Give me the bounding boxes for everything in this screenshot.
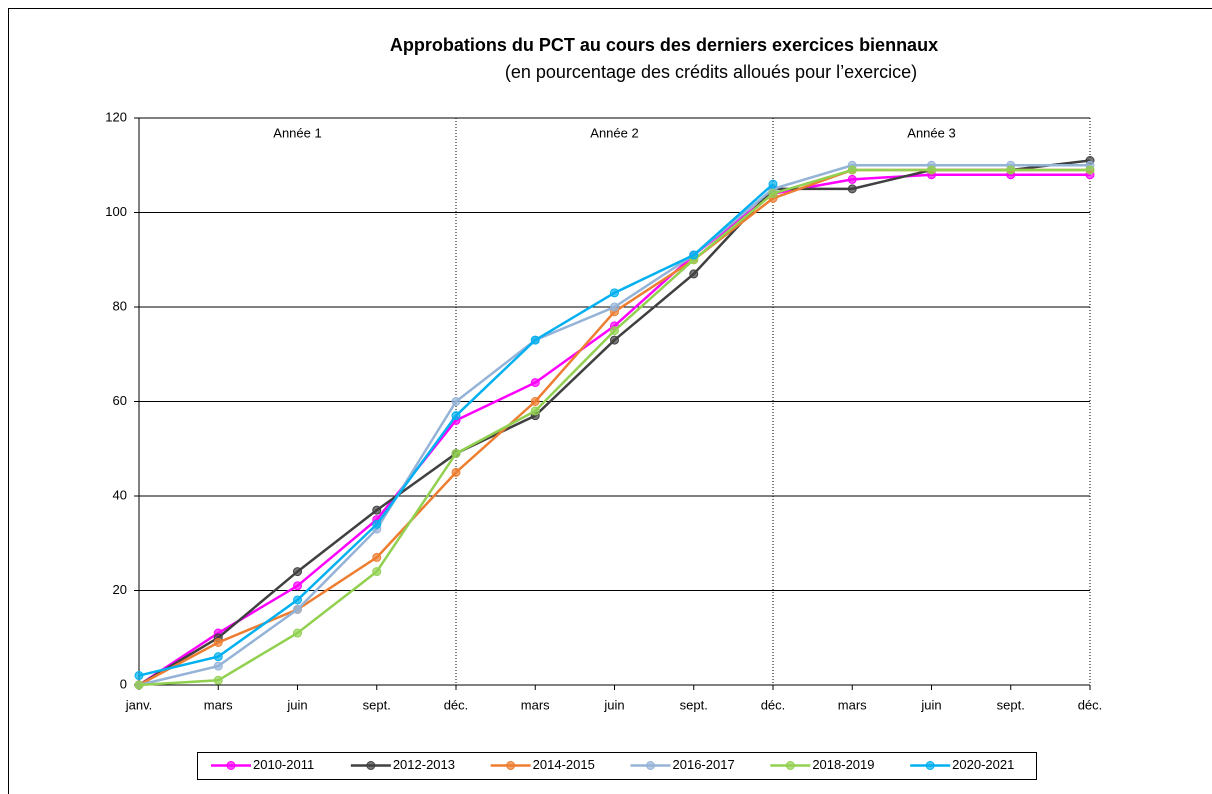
data-point [134, 671, 144, 681]
data-point [213, 661, 223, 671]
x-tick-label: mars [521, 697, 550, 712]
data-point [530, 378, 540, 388]
data-point [610, 326, 619, 336]
y-tick-label: 20 [113, 582, 127, 597]
data-point [134, 680, 144, 690]
y-tick-label: 120 [105, 109, 127, 124]
data-point [213, 652, 223, 662]
x-tick-label: sept. [997, 697, 1025, 712]
x-tick-label: déc. [444, 697, 469, 712]
legend-marker [646, 761, 655, 770]
data-point [293, 628, 302, 638]
legend-marker [506, 761, 516, 770]
data-point [1085, 165, 1095, 175]
data-point [768, 179, 778, 189]
data-point [213, 637, 223, 647]
data-point [927, 165, 936, 175]
y-tick-label: 100 [105, 204, 127, 219]
data-point [530, 397, 540, 406]
series-line [138, 168, 1090, 687]
legend-label: 2018-2019 [812, 757, 874, 772]
data-point [293, 595, 302, 605]
data-point [847, 165, 857, 175]
data-point [610, 288, 619, 298]
data-point [293, 581, 302, 591]
legend-marker [366, 761, 376, 770]
series-line [138, 164, 1090, 687]
x-tick-label: sept. [363, 697, 391, 712]
x-tick-label: janv. [125, 697, 153, 712]
data-point [847, 184, 857, 194]
data-point [847, 174, 857, 184]
x-tick-label: déc. [1078, 697, 1103, 712]
legend-label: 2016-2017 [673, 757, 735, 772]
data-point [372, 567, 382, 577]
x-tick-label: juin [603, 697, 624, 712]
x-tick-label: déc. [761, 697, 786, 712]
data-point [530, 335, 540, 345]
data-point [372, 552, 382, 562]
data-point [451, 411, 461, 421]
legend-label: 2014-2015 [533, 757, 595, 772]
year-label: Année 1 [273, 125, 321, 140]
data-point [293, 604, 302, 614]
frame [8, 8, 1212, 794]
chart-title: Approbations du PCT au cours des dernier… [390, 35, 938, 55]
data-point [610, 335, 619, 345]
x-tick-label: juin [920, 697, 941, 712]
x-tick-label: juin [286, 697, 307, 712]
y-tick-label: 40 [113, 487, 127, 502]
series-line [138, 173, 1090, 687]
x-tick-label: sept. [680, 697, 708, 712]
series-line [138, 159, 1091, 687]
data-point [768, 189, 778, 199]
data-point [1006, 165, 1016, 175]
data-point [372, 505, 382, 515]
legend-marker [226, 761, 236, 770]
y-tick-label: 80 [113, 298, 127, 313]
legend-marker [785, 761, 795, 770]
legend-marker [925, 761, 935, 770]
data-point [689, 250, 699, 260]
chart-subtitle: (en pourcentage des crédits alloués pour… [505, 62, 917, 82]
series-line [138, 168, 1090, 687]
data-point [451, 397, 461, 406]
year-label: Année 2 [590, 125, 638, 140]
data-point [293, 567, 302, 577]
legend-label: 2012-2013 [393, 757, 455, 772]
x-tick-label: mars [204, 697, 233, 712]
data-point [530, 406, 540, 416]
y-tick-label: 60 [113, 393, 127, 408]
data-point [451, 467, 461, 477]
x-tick-label: mars [838, 697, 867, 712]
y-tick-label: 0 [120, 676, 127, 691]
data-point [372, 519, 382, 529]
legend-box [197, 752, 1037, 780]
data-point [610, 302, 619, 312]
data-point [689, 269, 699, 279]
legend-label: 2010-2011 [253, 757, 314, 772]
data-point [213, 675, 223, 685]
year-label: Année 3 [907, 125, 955, 140]
legend-label: 2020-2021 [952, 757, 1014, 772]
data-point [451, 448, 461, 458]
